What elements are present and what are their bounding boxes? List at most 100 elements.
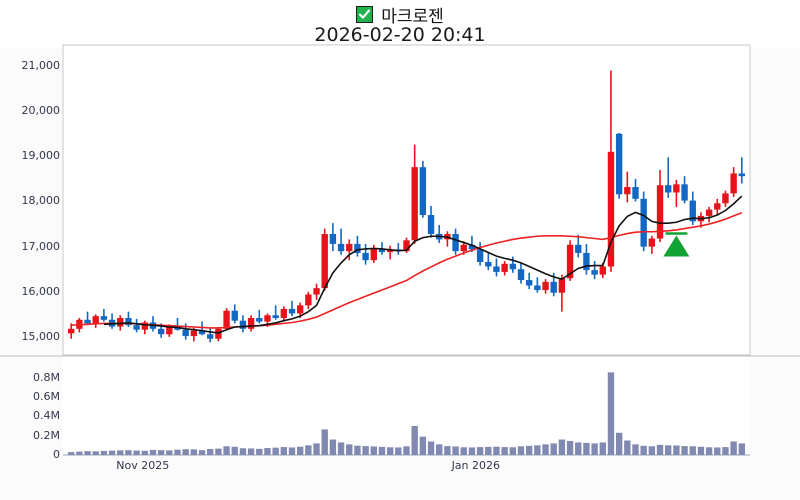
volume-bar [436,444,443,455]
candle-body [198,330,206,335]
volume-bar [67,452,75,455]
volume-bar [190,449,198,455]
candle-body [133,325,140,330]
volume-bar [280,447,288,455]
volume-bar [256,448,263,455]
volume-bar [313,443,320,455]
candle-body [141,322,148,330]
volume-bar [599,442,606,455]
buy-signal-marker[interactable] [663,232,690,257]
volume-bar [444,446,451,455]
volume-bar [321,429,328,455]
price-y-tick-label: 20,000 [21,104,61,118]
ma-long-line [71,212,743,329]
candle-body [419,167,427,216]
candle-body [247,317,255,329]
volume-bar [198,450,206,455]
candle-body [681,184,688,201]
candle-body [190,330,198,337]
candle-body [378,248,386,253]
volume-y-tick-label: 0.4M [33,409,60,423]
volume-bar [296,446,304,455]
candle-body [485,261,492,267]
candle-body [517,269,525,281]
volume-bar [575,442,582,455]
volume-bar [738,443,746,455]
x-tick-label: Nov 2025 [116,459,170,472]
candle-body [125,317,132,326]
volume-bar [558,439,566,455]
candle-body [207,334,214,339]
candle-body [117,317,124,327]
volume-bar [133,450,140,455]
volume-bar [362,446,369,455]
volume-bar [730,441,737,455]
candle-body [566,244,574,279]
volume-bar [403,446,410,455]
volume-bar [386,447,394,455]
candle-body [223,310,230,329]
candle-body [370,248,377,261]
chart-header: 마크로젠 2026-02-20 20:41 [0,0,800,48]
price-plot-area [62,44,751,356]
volume-bar [665,445,672,455]
candle-body [362,252,369,261]
candle-body [542,281,549,290]
timestamp-row: 2026-02-20 20:41 [0,24,800,46]
candle-body [689,200,696,222]
volume-bar [149,449,157,455]
volume-bar [697,446,705,455]
candle-body [427,215,435,234]
volume-bar [509,447,517,455]
candle-body [280,308,288,318]
candle-body [624,187,631,195]
candle-body [476,249,484,262]
price-y-tick-label: 16,000 [21,284,61,298]
price-y-tick-label: 19,000 [21,149,61,163]
volume-bar [157,450,165,455]
candle-body [354,243,361,253]
volume-bar [288,447,296,455]
volume-bar [517,446,525,455]
volume-bar [411,426,418,455]
candle-body [460,244,467,252]
volume-bar [166,450,173,455]
volume-bar [223,446,230,455]
candle-body [501,263,508,272]
candle-body [288,308,296,314]
price-y-tick-label: 15,000 [21,329,61,343]
volume-bar [346,444,353,455]
green-check-icon [356,5,374,23]
volume-bar [705,447,713,455]
volume-bar [501,447,508,455]
candle-body [264,315,271,322]
volume-bar [100,450,108,455]
volume-bar [640,445,647,455]
candle-body [296,305,304,314]
candle-body [714,203,721,210]
page-title: 마크로젠 [381,6,444,27]
volume-bar [550,443,557,455]
volume-bar [615,432,623,455]
volume-bar [215,448,222,455]
volume-y-tick-label: 0.2M [33,428,60,442]
volume-y-tick-label: 0.6M [33,390,60,403]
volume-bar [534,445,541,455]
candle-body [346,243,353,252]
ma-short-line [103,195,743,334]
chart-timestamp: 2026-02-20 20:41 [314,24,486,46]
candle-body [648,238,656,247]
candle-body [722,193,729,204]
volume-bars [67,372,746,455]
volume-bar [329,439,337,455]
candle-body [452,233,459,252]
candle-body [239,320,247,329]
candle-body [493,266,500,272]
candle-body [166,326,173,335]
volume-bar [583,442,590,455]
volume-bar [231,446,238,455]
volume-bar [525,445,533,455]
candle-body [468,244,476,250]
volume-bar [264,448,271,455]
